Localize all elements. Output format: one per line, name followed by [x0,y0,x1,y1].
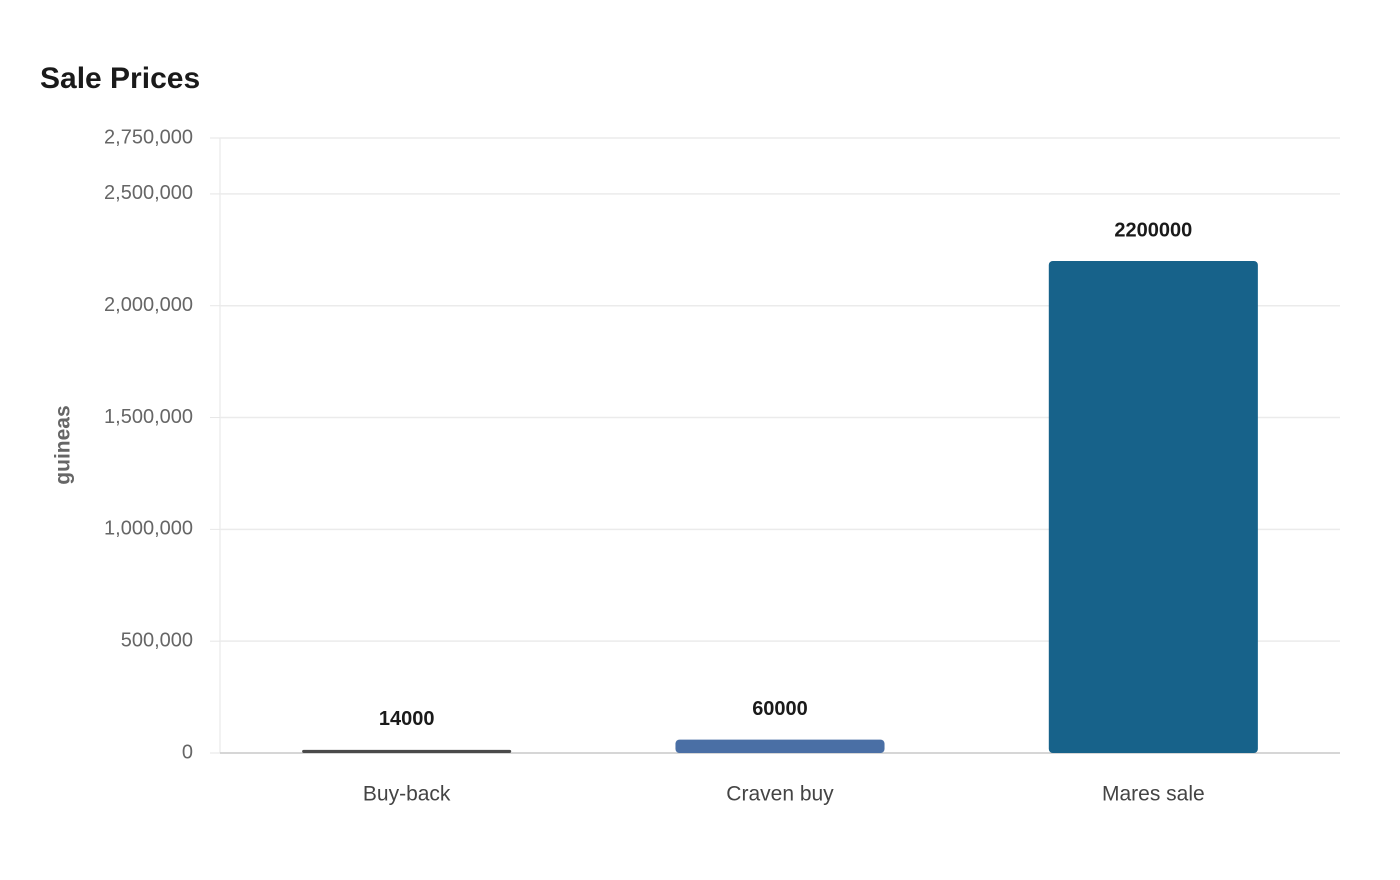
value-label: 60000 [752,698,808,720]
y-axis-label: guineas [52,405,75,484]
value-label: 14000 [379,708,435,730]
y-tick-label: 2,000,000 [104,294,193,316]
bar [302,749,512,753]
bar [1048,261,1258,753]
chart-title: Sale Prices [40,62,200,95]
bar [675,739,885,753]
y-tick-label: 2,500,000 [104,182,193,204]
x-tick-label: Buy-back [363,783,451,806]
y-tick-label: 2,750,000 [104,126,193,148]
y-tick-label: 500,000 [121,629,193,651]
x-tick-label: Mares sale [1102,783,1205,806]
y-tick-label: 1,000,000 [104,518,193,540]
y-tick-label: 1,500,000 [104,406,193,428]
value-label: 2200000 [1114,219,1192,241]
x-tick-label: Craven buy [726,783,834,806]
y-tick-label: 0 [182,741,193,763]
